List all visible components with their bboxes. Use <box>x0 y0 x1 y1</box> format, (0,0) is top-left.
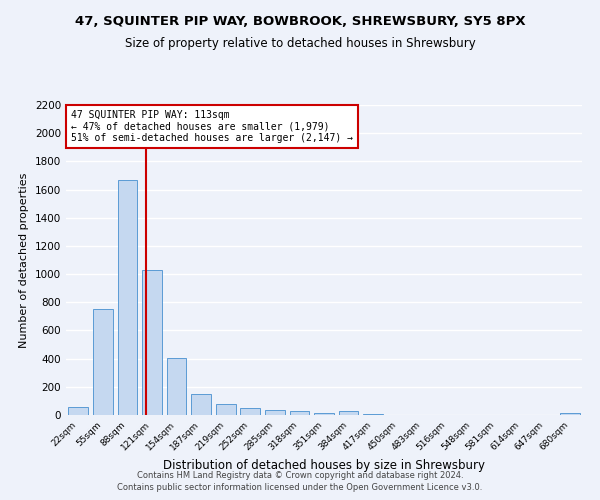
Bar <box>216 404 236 415</box>
Bar <box>241 408 260 415</box>
Bar <box>560 413 580 415</box>
X-axis label: Distribution of detached houses by size in Shrewsbury: Distribution of detached houses by size … <box>163 459 485 472</box>
Text: Size of property relative to detached houses in Shrewsbury: Size of property relative to detached ho… <box>125 38 475 51</box>
Text: 47, SQUINTER PIP WAY, BOWBROOK, SHREWSBURY, SY5 8PX: 47, SQUINTER PIP WAY, BOWBROOK, SHREWSBU… <box>74 15 526 28</box>
Text: Contains public sector information licensed under the Open Government Licence v3: Contains public sector information licen… <box>118 484 482 492</box>
Bar <box>68 407 88 415</box>
Bar <box>290 412 309 415</box>
Bar <box>191 394 211 415</box>
Bar <box>142 270 162 415</box>
Bar <box>364 414 383 415</box>
Text: 47 SQUINTER PIP WAY: 113sqm
← 47% of detached houses are smaller (1,979)
51% of : 47 SQUINTER PIP WAY: 113sqm ← 47% of det… <box>71 110 353 143</box>
Bar <box>314 413 334 415</box>
Text: Contains HM Land Registry data © Crown copyright and database right 2024.: Contains HM Land Registry data © Crown c… <box>137 471 463 480</box>
Bar <box>93 310 113 415</box>
Bar <box>265 410 284 415</box>
Bar <box>167 358 187 415</box>
Bar <box>339 412 358 415</box>
Bar <box>118 180 137 415</box>
Y-axis label: Number of detached properties: Number of detached properties <box>19 172 29 348</box>
